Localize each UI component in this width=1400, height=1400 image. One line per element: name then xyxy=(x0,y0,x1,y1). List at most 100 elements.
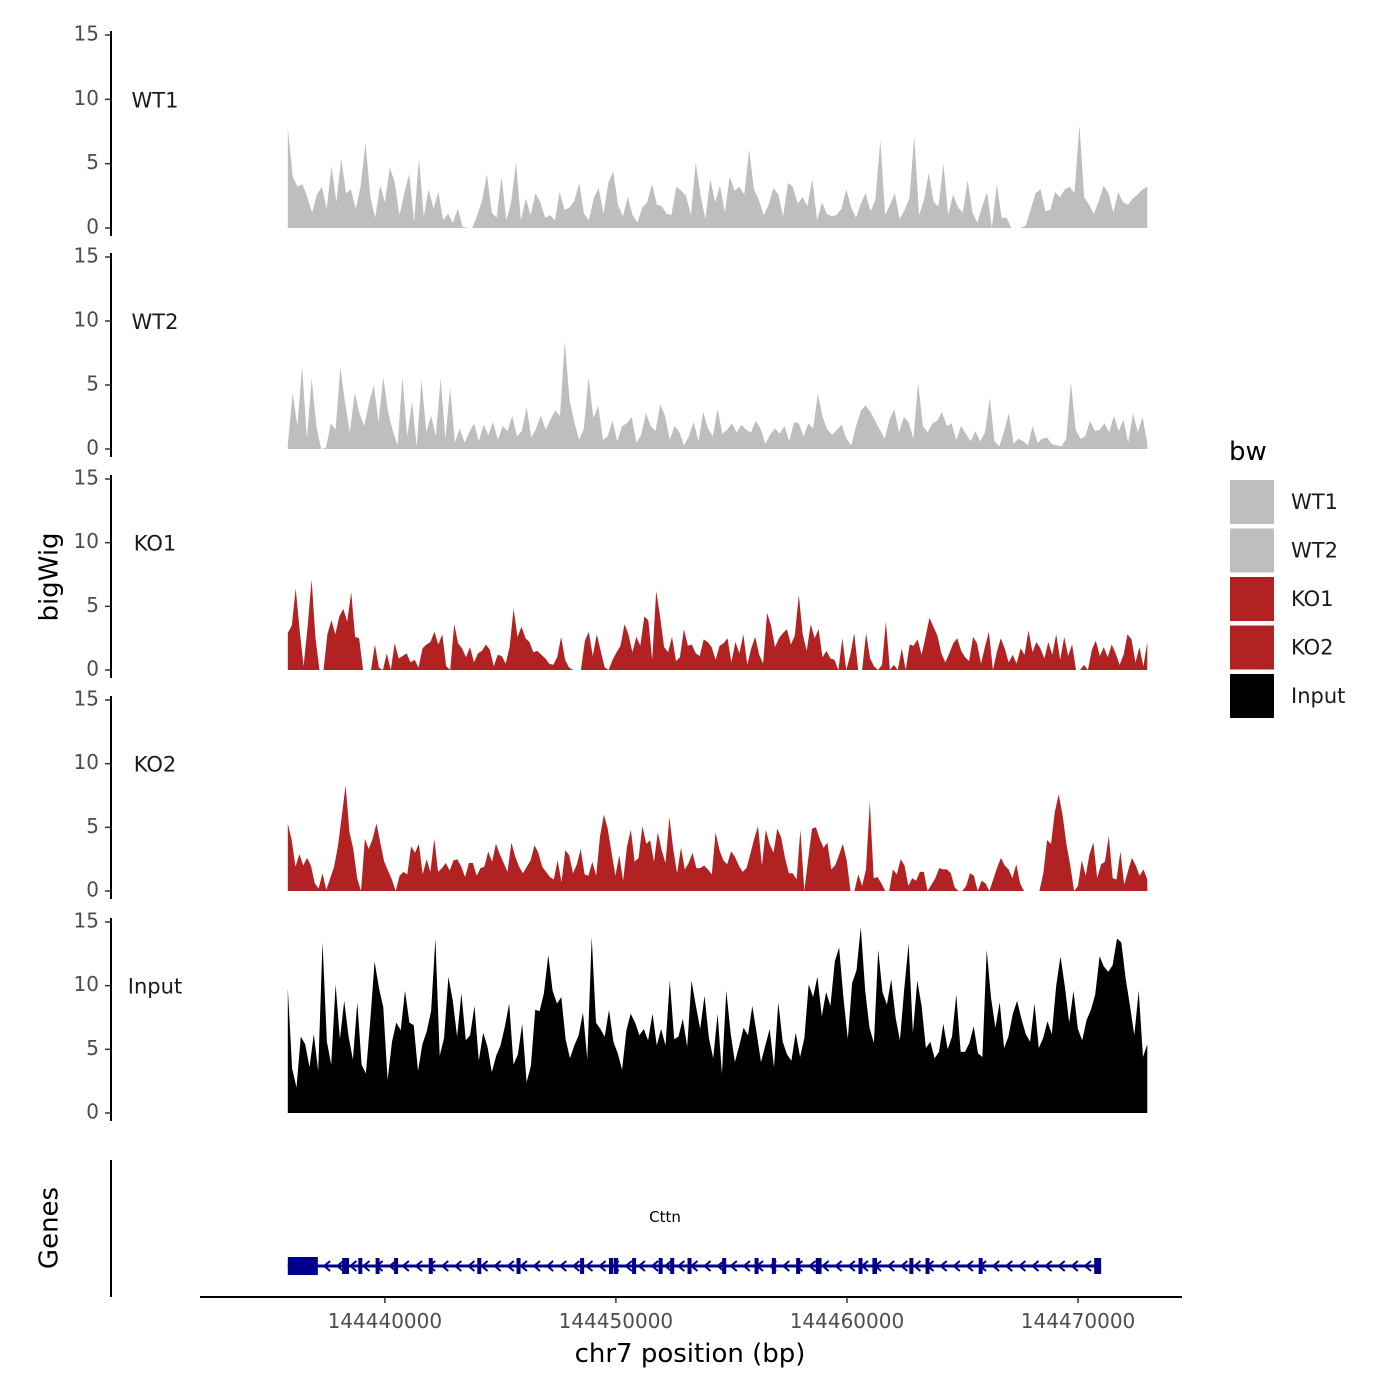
y-tick-label: 5 xyxy=(86,150,99,174)
legend-entry: Input xyxy=(1230,674,1345,718)
y-tick-label: 0 xyxy=(86,215,99,239)
exon xyxy=(287,1257,318,1275)
strand-arrow xyxy=(584,1260,594,1272)
x-axis: 144440000 144450000 144460000 144470000 chr… xyxy=(200,1296,1182,1369)
legend-label: KO1 xyxy=(1291,587,1334,611)
strand-arrow xyxy=(466,1260,476,1272)
track-label: KO1 xyxy=(134,532,177,556)
strand-arrow xyxy=(847,1260,856,1272)
strand-arrow xyxy=(716,1260,725,1272)
exon xyxy=(580,1258,585,1274)
strand-arrow xyxy=(781,1260,790,1272)
strand-arrow xyxy=(821,1260,830,1272)
strand-arrow xyxy=(676,1260,685,1272)
strand-arrow xyxy=(414,1260,423,1272)
track-label: KO2 xyxy=(134,753,177,777)
strand-arrow xyxy=(742,1260,751,1272)
exon xyxy=(722,1258,727,1274)
exon xyxy=(358,1258,363,1274)
y-tick-label: 15 xyxy=(74,909,99,933)
y-tick-label: 10 xyxy=(74,86,99,110)
strand-arrow xyxy=(440,1260,449,1272)
legend-swatch xyxy=(1230,480,1274,524)
y-tick-label: 5 xyxy=(86,372,99,396)
legend-swatch xyxy=(1230,528,1274,573)
track-input: 0 5 10 15 Input xyxy=(74,909,1148,1124)
strand-arrow xyxy=(598,1260,607,1272)
exon xyxy=(608,1258,613,1274)
strand-arrow xyxy=(1017,1260,1027,1272)
strand-arrow xyxy=(453,1260,462,1272)
y-tick-label: 5 xyxy=(86,593,99,617)
exon xyxy=(658,1258,663,1274)
x-tick-label: 144470000 xyxy=(1021,1309,1136,1333)
exon xyxy=(771,1258,776,1274)
strand-arrow xyxy=(899,1260,908,1272)
exon xyxy=(1094,1258,1102,1274)
x-axis-ticks: 144440000 144450000 144460000 144470000 xyxy=(328,1297,1136,1333)
legend-swatch xyxy=(1230,577,1274,621)
exon xyxy=(670,1258,675,1274)
track-ko1: 0 5 10 15 KO1 xyxy=(74,466,1148,681)
coverage-area-wt1 xyxy=(287,125,1148,228)
track-wt1: 0 5 10 15 WT1 xyxy=(74,22,1148,239)
strand-arrow xyxy=(506,1260,515,1272)
strand-arrow xyxy=(493,1260,502,1272)
y-tick-label: 10 xyxy=(74,529,99,553)
strand-arrow xyxy=(348,1260,358,1272)
exon xyxy=(394,1258,399,1274)
exon xyxy=(687,1258,692,1274)
legend-label: Input xyxy=(1291,684,1345,708)
exon xyxy=(516,1258,521,1274)
genes-panel: Genes Cttn xyxy=(35,1160,1102,1297)
gene-name-label: Cttn xyxy=(649,1208,681,1226)
strand-arrow xyxy=(1044,1260,1053,1272)
y-tick-label: 15 xyxy=(74,466,99,490)
x-tick-label: 144440000 xyxy=(328,1309,443,1333)
coverage-area-ko1 xyxy=(287,579,1148,670)
exon xyxy=(632,1258,637,1274)
strand-arrow xyxy=(952,1260,961,1272)
track-label: WT2 xyxy=(132,310,179,334)
strand-arrow xyxy=(401,1260,410,1272)
legend-entry: WT2 xyxy=(1230,528,1338,573)
y-axis-title: bigWig xyxy=(35,532,65,621)
strand-arrow xyxy=(663,1260,672,1272)
y-tick-label: 15 xyxy=(74,22,99,46)
x-tick-label: 144450000 xyxy=(559,1309,674,1333)
strand-arrow xyxy=(991,1260,1000,1272)
y-tick-label: 10 xyxy=(74,750,99,774)
strand-arrow xyxy=(388,1260,397,1272)
strand-arrow xyxy=(807,1260,817,1272)
genes-panel-title: Genes xyxy=(35,1187,65,1269)
legend-entry: KO1 xyxy=(1230,577,1334,621)
legend-label: KO2 xyxy=(1291,636,1334,660)
legend-title: bw xyxy=(1229,437,1267,467)
legend-entry: KO2 xyxy=(1230,625,1334,670)
y-tick-label: 15 xyxy=(74,244,99,268)
strand-arrow xyxy=(558,1260,567,1272)
legend-entry: WT1 xyxy=(1230,480,1338,524)
legend: bw WT1 WT2 KO1 KO2 Input xyxy=(1229,437,1345,718)
legend-label: WT2 xyxy=(1291,539,1338,563)
strand-arrow xyxy=(1070,1260,1079,1272)
x-tick-label: 144460000 xyxy=(790,1309,905,1333)
y-tick-label: 0 xyxy=(86,436,99,460)
track-wt2: 0 5 10 15 WT2 xyxy=(74,244,1148,460)
y-tick-label: 5 xyxy=(86,814,99,838)
strand-arrow xyxy=(939,1260,948,1272)
track-label: Input xyxy=(128,975,182,999)
strand-arrow xyxy=(335,1260,344,1272)
exon xyxy=(754,1258,759,1274)
coverage-area-input xyxy=(287,927,1148,1113)
y-tick-label: 10 xyxy=(74,308,99,332)
strand-arrow xyxy=(361,1260,371,1272)
y-tick-label: 0 xyxy=(86,878,99,902)
strand-arrow xyxy=(1004,1260,1013,1272)
exon xyxy=(815,1258,822,1274)
y-tick-label: 0 xyxy=(86,1100,99,1124)
track-label: WT1 xyxy=(132,89,179,113)
x-axis-title: chr7 position (bp) xyxy=(575,1339,806,1369)
strand-arrow xyxy=(519,1260,528,1272)
